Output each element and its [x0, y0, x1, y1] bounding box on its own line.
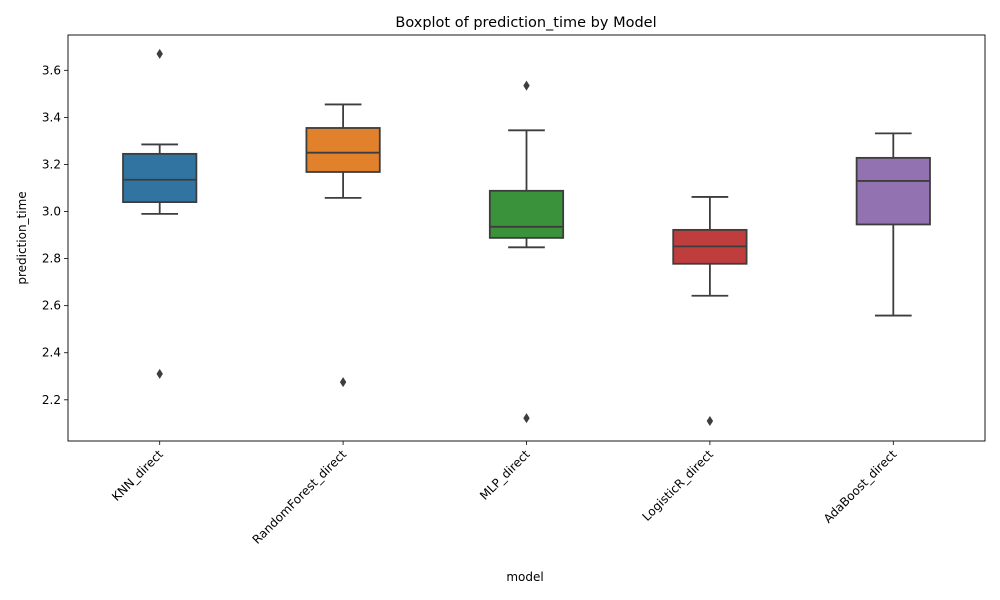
box-group	[855, 132, 931, 317]
y-tick-label: 3.4	[42, 110, 61, 124]
y-tick-label: 3.0	[42, 205, 61, 219]
y-tick-label: 3.2	[42, 157, 61, 171]
x-tick-label: RandomForest_direct	[250, 447, 350, 547]
x-axis-title: model	[506, 570, 543, 584]
outlier-point	[156, 368, 163, 379]
box-group	[305, 103, 381, 388]
box-group	[122, 48, 198, 379]
box-iqr	[488, 189, 565, 239]
y-tick-label: 2.6	[42, 299, 61, 313]
x-tick-label: KNN_direct	[109, 447, 166, 504]
x-tick-label: AdaBoost_direct	[821, 447, 900, 526]
box-iqr	[305, 127, 381, 173]
x-axis-ticks: KNN_direct RandomForest_direct MLP_direct L…	[109, 441, 900, 547]
y-axis-title: prediction_time	[15, 191, 29, 284]
outlier-point	[523, 413, 530, 424]
outlier-point	[523, 80, 530, 91]
x-tick-label: MLP_direct	[477, 447, 533, 503]
boxes-layer	[122, 48, 931, 426]
y-axis-ticks: 2.2 2.4 2.6 2.8 3.0 3.2 3.4 3.6	[42, 63, 68, 407]
outlier-point	[339, 377, 347, 388]
outlier-point	[156, 48, 163, 59]
y-tick-label: 2.4	[42, 346, 61, 360]
y-tick-label: 3.6	[42, 63, 61, 77]
box-iqr	[855, 156, 931, 226]
plot-frame	[67, 34, 986, 442]
outlier-point	[706, 415, 714, 426]
y-tick-label: 2.8	[42, 252, 61, 266]
box-group	[672, 196, 748, 426]
y-tick-label: 2.2	[42, 393, 61, 407]
x-tick-label: LogisticR_direct	[639, 447, 716, 524]
chart-title: Boxplot of prediction_time by Model	[395, 15, 656, 31]
box-iqr	[122, 152, 198, 204]
box-group	[488, 80, 565, 424]
